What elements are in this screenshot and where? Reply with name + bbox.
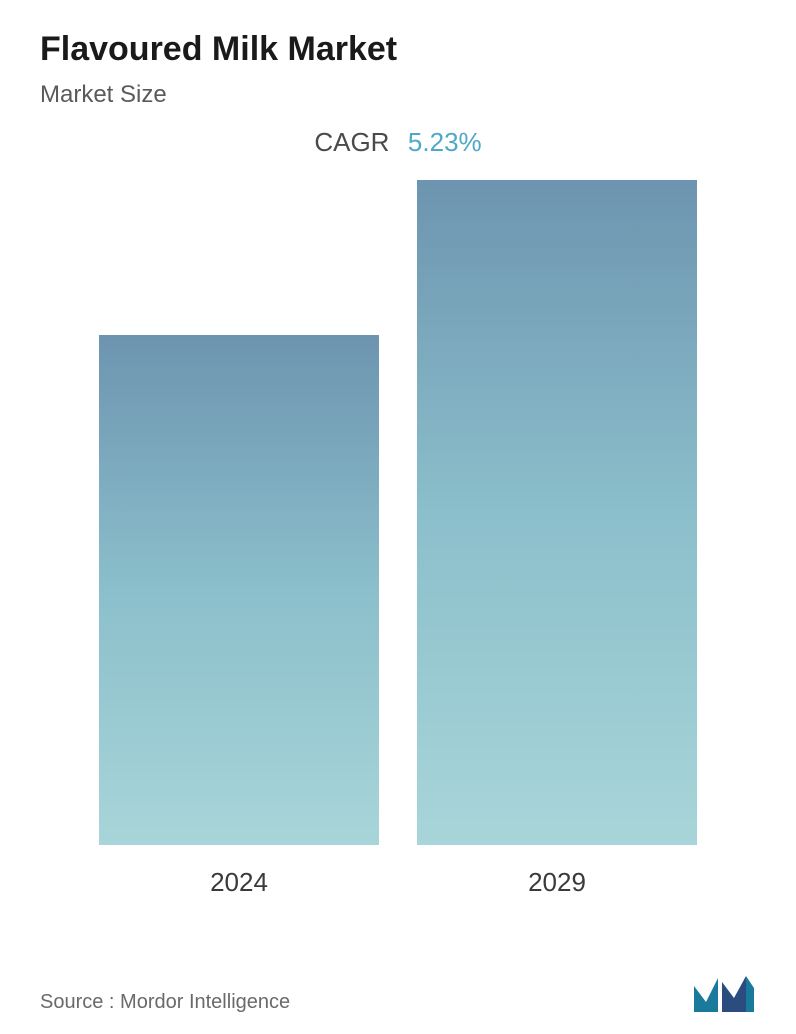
bar-chart: 2024 2029: [40, 218, 756, 898]
source-text: Source : Mordor Intelligence: [40, 991, 290, 1014]
bar-1: [417, 180, 697, 845]
footer: Source : Mordor Intelligence: [40, 974, 756, 1014]
logo-icon: [692, 974, 756, 1014]
bar-label-0: 2024: [210, 867, 268, 898]
cagr-value: 5.23%: [408, 127, 482, 157]
mordor-logo: [692, 974, 756, 1014]
bar-label-1: 2029: [528, 867, 586, 898]
bar-0: [99, 335, 379, 845]
cagr-label: CAGR: [314, 127, 389, 157]
bar-group-0: 2024: [99, 335, 379, 898]
chart-subtitle: Market Size: [40, 81, 756, 109]
cagr-row: CAGR 5.23%: [40, 127, 756, 158]
chart-title: Flavoured Milk Market: [40, 30, 756, 69]
bar-group-1: 2029: [417, 180, 697, 898]
